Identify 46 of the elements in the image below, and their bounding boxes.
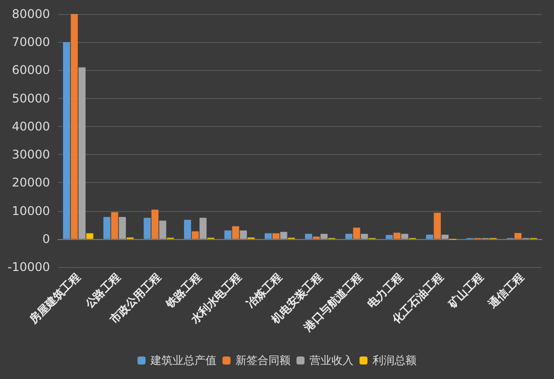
y-tick-label: 70000 xyxy=(12,35,50,50)
bar xyxy=(151,210,158,239)
bar xyxy=(305,234,312,239)
legend-label: 新签合同额 xyxy=(236,354,290,367)
bar xyxy=(192,231,199,239)
bar xyxy=(434,212,441,239)
y-tick-label: 0 xyxy=(42,232,50,246)
bar xyxy=(272,233,280,239)
legend-label: 建筑业总产值 xyxy=(150,354,216,367)
bar xyxy=(514,232,522,239)
bar xyxy=(280,232,288,239)
bar xyxy=(224,230,232,239)
bar xyxy=(159,220,166,239)
bar xyxy=(353,228,360,239)
bar xyxy=(63,42,70,239)
bar xyxy=(70,14,78,239)
y-tick-label: 30000 xyxy=(12,148,50,162)
bar xyxy=(184,220,192,239)
y-tick-label: 60000 xyxy=(12,63,50,78)
bar xyxy=(426,234,434,239)
legend-label: 营业收入 xyxy=(310,354,354,367)
bar xyxy=(111,212,118,239)
bar xyxy=(144,218,151,239)
bar xyxy=(240,230,247,239)
bar xyxy=(86,233,94,239)
bar xyxy=(386,234,393,239)
y-tick-label: 50000 xyxy=(12,91,50,106)
y-tick-label: 80000 xyxy=(12,7,50,21)
bar xyxy=(401,234,408,239)
bar xyxy=(78,67,86,239)
bar xyxy=(118,216,126,239)
bar xyxy=(200,218,207,239)
bar xyxy=(360,234,368,239)
y-tick-label: 40000 xyxy=(12,119,50,134)
bar xyxy=(393,232,400,239)
bar xyxy=(345,234,352,239)
bar xyxy=(264,233,272,239)
y-tick-label: 10000 xyxy=(12,204,50,218)
bar xyxy=(320,234,328,239)
x-tick-label: 通信工程 xyxy=(485,270,526,312)
bar xyxy=(103,216,110,239)
bar xyxy=(232,226,240,239)
y-tick-label: 20000 xyxy=(12,176,50,190)
x-tick-label: 矿山工程 xyxy=(445,270,486,312)
bar xyxy=(442,234,449,239)
legend-label: 利润总额 xyxy=(372,354,416,367)
